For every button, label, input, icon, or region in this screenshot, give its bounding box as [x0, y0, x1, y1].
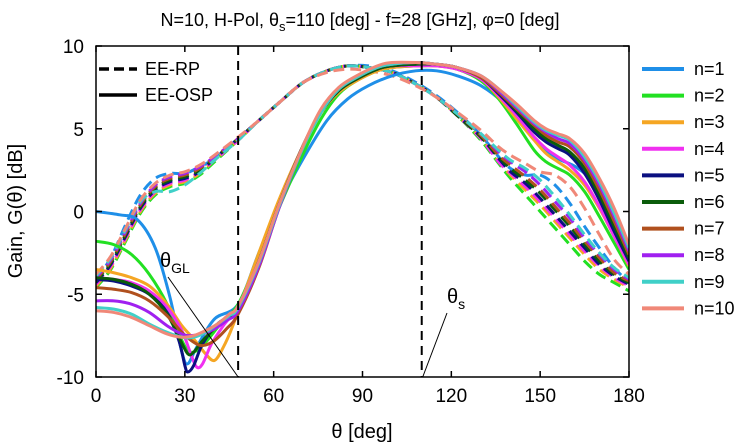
- legend-label-n3: n=3: [694, 112, 725, 132]
- series-line-ee-osp-n10: [96, 60, 629, 339]
- style-legend-label: EE-RP: [145, 59, 200, 79]
- legend-label-n10: n=10: [694, 298, 735, 318]
- style-legend: EE-RP EE-OSP: [99, 59, 213, 105]
- annotation-leader-1: [167, 276, 239, 378]
- series-layer: [96, 60, 629, 374]
- y-axis-label: Gain, G(θ) [dB]: [5, 144, 27, 279]
- reference-line-label-2: θs: [447, 286, 465, 312]
- chart-title-subscript: s: [279, 19, 286, 34]
- x-tick-label: 120: [435, 386, 467, 407]
- legend-label-n2: n=2: [694, 86, 725, 106]
- vline-layer: [237, 46, 423, 377]
- y-tick-label: 0: [73, 203, 84, 224]
- legend-label-n4: n=4: [694, 139, 725, 159]
- series-legend: n=1 n=2 n=3 n=4 n=5 n=6 n=7 n=8 n=9 n=10: [642, 59, 735, 318]
- series-line-ee-osp-n7: [96, 61, 629, 348]
- y-tick-label: 10: [63, 37, 84, 58]
- annotation-layer: θGL θs: [160, 250, 465, 378]
- reference-line-label-1: θGL: [160, 250, 190, 276]
- series-line-ee-rp-n9: [96, 64, 629, 279]
- y-tick-label: -5: [67, 285, 84, 306]
- x-tick-label: 30: [174, 386, 195, 407]
- annotation-leader-2: [422, 312, 448, 378]
- legend-label-n6: n=6: [694, 192, 725, 212]
- series-line-ee-osp-n4: [96, 64, 629, 370]
- legend-label-n7: n=7: [694, 219, 725, 239]
- style-legend-label: EE-OSP: [145, 85, 213, 105]
- x-tick-label: 150: [524, 386, 556, 407]
- y-tick-label: 5: [73, 120, 84, 141]
- tick-layer: 0 30 60 90 120 150 180 -10 -5 0 5 10: [57, 37, 645, 407]
- y-tick-label: -10: [57, 368, 84, 389]
- x-tick-label: 60: [263, 386, 284, 407]
- series-line-ee-rp-n1: [96, 63, 629, 284]
- legend-label-n1: n=1: [694, 59, 725, 79]
- x-tick-label: 0: [91, 386, 102, 407]
- x-tick-label: 90: [352, 386, 373, 407]
- x-tick-label: 180: [613, 386, 645, 407]
- legend-label-n9: n=9: [694, 272, 725, 292]
- x-axis-label: θ [deg]: [331, 421, 392, 443]
- chart-title: N=10, H-Pol, θs=110 [deg] - f=28 [GHz], …: [160, 10, 559, 34]
- legend-label-n8: n=8: [694, 245, 725, 265]
- legend-label-n5: n=5: [694, 165, 725, 185]
